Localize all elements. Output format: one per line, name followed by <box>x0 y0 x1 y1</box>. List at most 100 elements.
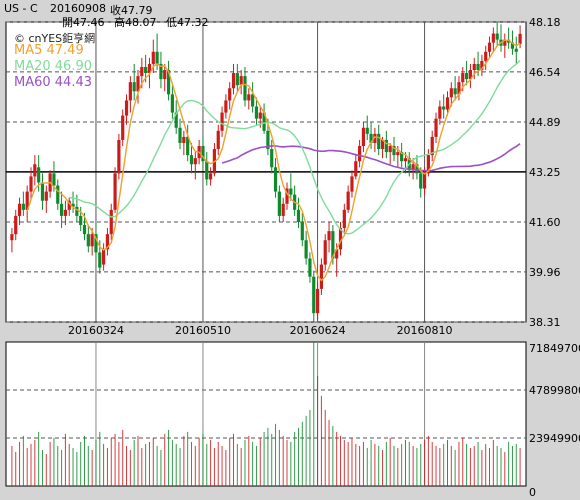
symbol-label: US - C <box>4 2 38 15</box>
candle-body <box>194 158 197 164</box>
candle-body <box>113 173 116 209</box>
candle-body <box>354 161 357 176</box>
candle-body <box>308 258 311 276</box>
candle-body <box>18 204 21 216</box>
candle-body <box>117 140 120 173</box>
candle-body <box>45 192 48 201</box>
candle-body <box>488 43 491 52</box>
candle-body <box>438 106 441 118</box>
candle-body <box>404 158 407 161</box>
candle-body <box>129 82 132 100</box>
candle-body <box>316 289 319 313</box>
price-y-tick-label: 48.18 <box>529 16 561 29</box>
candle-body <box>465 73 468 79</box>
candle-body <box>10 234 13 240</box>
candle-body <box>343 210 346 228</box>
open-label: 開47.46 <box>62 14 105 30</box>
candle-body <box>140 67 143 76</box>
candle-body <box>320 265 323 289</box>
candle-body <box>515 49 518 52</box>
candle-body <box>232 73 235 88</box>
candle-body <box>446 97 449 109</box>
candle-body <box>297 210 300 222</box>
candle-body <box>205 161 208 179</box>
candle-body <box>423 173 426 188</box>
candle-body <box>125 100 128 115</box>
candle-body <box>98 252 101 267</box>
ma60-legend: MA60 44.43 <box>14 75 92 90</box>
candle-body <box>79 216 82 225</box>
candle-body <box>37 167 40 182</box>
candle-body <box>473 64 476 70</box>
candle-body <box>152 52 155 64</box>
candle-body <box>362 128 365 146</box>
candle-body <box>461 73 464 82</box>
candle-body <box>274 167 277 191</box>
candle-body <box>41 182 44 200</box>
price-y-tick-label: 43.25 <box>529 166 561 179</box>
candle-body <box>178 128 181 143</box>
candle-body <box>305 240 308 258</box>
volume-y-tick-label: 47899800 <box>529 384 580 397</box>
candle-body <box>270 149 273 167</box>
price-y-tick-label: 39.96 <box>529 266 561 279</box>
candle-body <box>64 210 67 216</box>
candle-body <box>220 113 223 131</box>
high-label: 高48.07 <box>114 14 157 30</box>
candle-body <box>217 131 220 149</box>
candle-body <box>182 137 185 143</box>
price-x-tick-label: 20160624 <box>290 324 346 337</box>
candle-body <box>121 116 124 140</box>
candle-body <box>419 173 422 188</box>
candle-body <box>133 82 136 91</box>
low-label: 低47.32 <box>166 14 209 30</box>
volume-y-tick-label: 23949900 <box>529 432 580 445</box>
candle-body <box>301 222 304 240</box>
candle-body <box>110 210 113 234</box>
ma5-legend: MA5 47.49 <box>14 43 84 58</box>
candle-body <box>156 52 159 64</box>
candle-body <box>492 34 495 43</box>
candle-body <box>29 176 32 191</box>
candle-body <box>60 204 63 216</box>
candle-body <box>255 106 258 118</box>
candle-body <box>240 76 243 85</box>
candle-body <box>327 231 330 240</box>
price-x-tick-label: 20160510 <box>175 324 231 337</box>
price-x-tick-label: 20160324 <box>68 324 124 337</box>
candle-body <box>358 146 361 161</box>
volume-plot-area <box>6 342 526 486</box>
volume-y-tick-label: 0 <box>529 486 536 499</box>
candle-body <box>442 106 445 109</box>
candle-body <box>52 173 55 185</box>
candle-body <box>518 34 521 44</box>
candle-body <box>312 277 315 313</box>
volume-panel: 71849700 47899800 23949900 0 <box>6 342 580 499</box>
candle-body <box>87 234 90 246</box>
candle-body <box>22 204 25 210</box>
price-y-tick-label: 44.89 <box>529 116 561 129</box>
candle-body <box>259 113 262 119</box>
candle-body <box>102 249 105 264</box>
candle-body <box>454 88 457 94</box>
candle-body <box>377 134 380 149</box>
candle-body <box>450 88 453 97</box>
candle-body <box>171 94 174 112</box>
candle-body <box>247 94 250 100</box>
candle-body <box>289 189 292 195</box>
candle-body <box>33 164 36 176</box>
candle-body <box>91 234 94 246</box>
volume-y-tick-label: 71849700 <box>529 342 580 355</box>
candle-body <box>83 225 86 234</box>
candle-body <box>14 216 17 234</box>
candle-body <box>496 34 499 40</box>
candle-body <box>144 67 147 73</box>
candle-body <box>476 64 479 70</box>
candle-body <box>56 186 59 204</box>
candle-body <box>251 94 254 106</box>
candle-body <box>347 192 350 210</box>
candle-body <box>243 76 246 100</box>
candle-body <box>484 52 487 61</box>
candle-body <box>228 88 231 100</box>
ma20-legend: MA20 46.90 <box>14 59 92 74</box>
